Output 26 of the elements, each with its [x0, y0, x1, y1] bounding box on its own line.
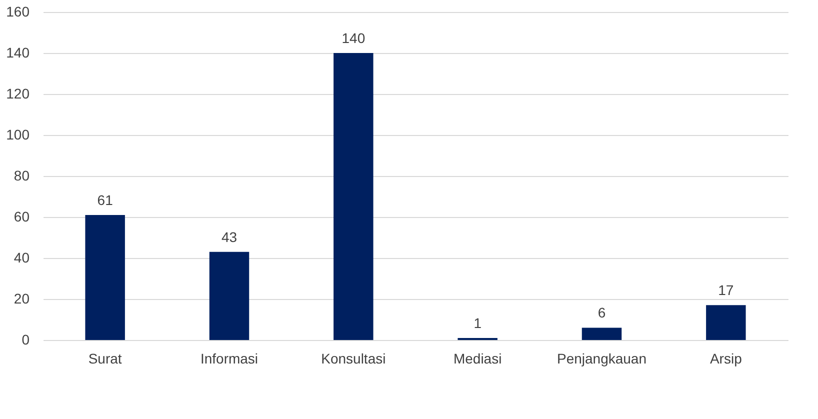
y-tick-label: 80	[14, 168, 30, 184]
data-label: 17	[718, 282, 734, 298]
y-tick-label: 0	[22, 332, 30, 348]
bar	[334, 53, 374, 340]
y-tick-label: 100	[6, 126, 30, 142]
data-label: 43	[221, 228, 238, 245]
bar	[706, 305, 746, 340]
x-tick-label: Konsultasi	[321, 350, 386, 366]
x-tick-label: Mediasi	[453, 350, 502, 366]
bar	[209, 252, 250, 340]
x-tick-label: Penjangkauan	[556, 350, 647, 366]
x-tick-label: Surat	[88, 350, 122, 366]
y-tick-label: 40	[14, 250, 30, 266]
y-tick-label: 120	[6, 86, 30, 102]
data-label: 6	[598, 304, 606, 321]
y-tick-label: 160	[6, 4, 30, 20]
x-tick-label: Informasi	[200, 350, 258, 366]
data-label: 1	[474, 314, 482, 331]
bar	[582, 328, 622, 340]
x-tick-label: Arsip	[710, 350, 742, 366]
data-label: 61	[97, 192, 114, 208]
bar	[85, 214, 125, 340]
y-tick-label: 140	[6, 44, 30, 60]
y-tick-label: 20	[14, 290, 30, 306]
y-tick-label: 60	[14, 208, 30, 224]
data-label: 140	[342, 30, 366, 46]
